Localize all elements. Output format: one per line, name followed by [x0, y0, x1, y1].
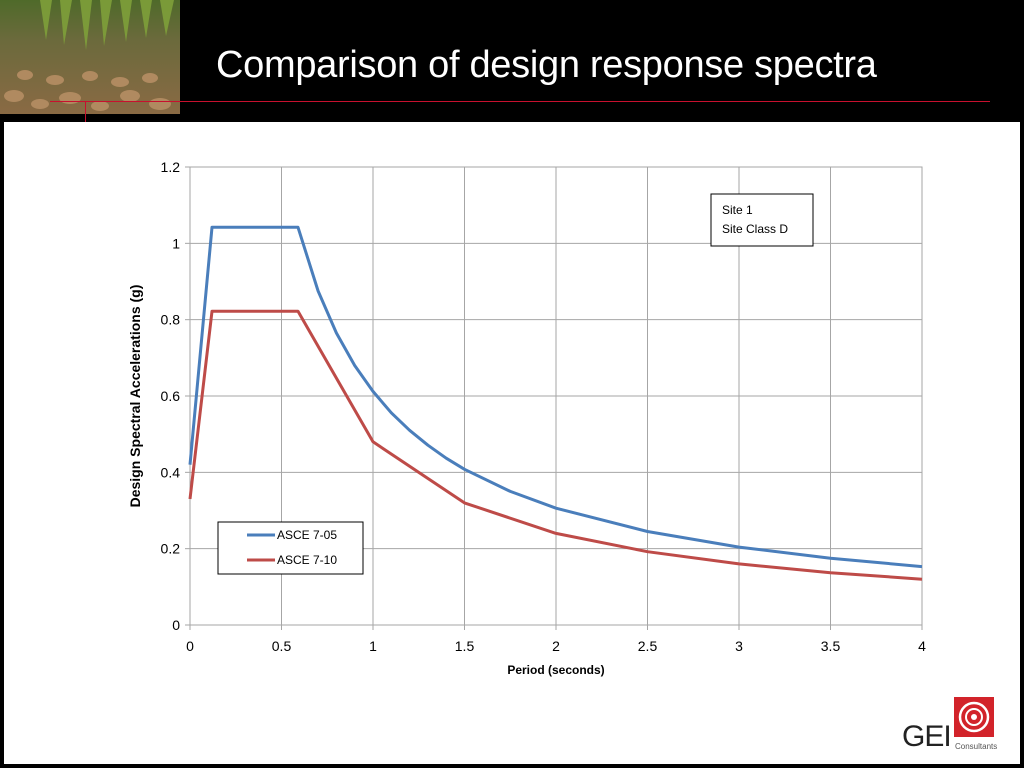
header-photo: [0, 0, 180, 114]
gei-logo-icon: [954, 697, 994, 737]
x-tick-label: 2: [552, 638, 560, 654]
logo-subtext: Consultants: [955, 742, 998, 751]
y-axis-ticks: 0 0.2 0.4 0.6 0.8 1 1.2: [161, 159, 190, 633]
x-tick-label: 2.5: [638, 638, 658, 654]
x-tick-label: 3.5: [821, 638, 841, 654]
y-axis-label: Design Spectral Accelerations (g): [127, 285, 143, 508]
site-annotation-box: Site 1 Site Class D: [710, 193, 814, 247]
y-tick-label: 0: [172, 617, 180, 633]
slide-title: Comparison of design response spectra: [216, 44, 877, 86]
y-tick-label: 0.8: [161, 312, 181, 328]
x-tick-label: 0.5: [272, 638, 292, 654]
chart-series: [188, 225, 923, 581]
x-tick-label: 0: [186, 638, 194, 654]
x-tick-label: 1: [369, 638, 377, 654]
x-axis-ticks: 0 0.5 1 1.5 2 2.5 3 3.5 4: [186, 625, 926, 654]
y-tick-label: 0.4: [161, 464, 181, 480]
series-line-asce-7-10: [188, 309, 923, 581]
x-axis-label: Period (seconds): [507, 663, 604, 677]
response-spectra-chart: 0 0.2 0.4 0.6 0.8 1 1.2 0 0.5 1 1.5 2 2.5 3 3.5 4 Desi…: [127, 159, 926, 677]
x-tick-label: 1.5: [455, 638, 475, 654]
chart-legend: ASCE 7-05 ASCE 7-10: [217, 521, 364, 575]
y-tick-label: 0.6: [161, 388, 181, 404]
y-tick-label: 1.2: [161, 159, 181, 175]
legend-label-asce-7-05: ASCE 7-05: [277, 528, 337, 542]
legend-label-asce-7-10: ASCE 7-10: [277, 553, 337, 567]
annotation-site: Site 1: [722, 203, 753, 217]
logo-text: GEI: [902, 720, 952, 753]
annotation-site-class: Site Class D: [722, 222, 788, 236]
x-tick-label: 4: [918, 638, 926, 654]
y-tick-label: 0.2: [161, 541, 181, 557]
y-tick-label: 1: [172, 235, 180, 251]
content-area: 0 0.2 0.4 0.6 0.8 1 1.2 0 0.5 1 1.5 2 2.5 3 3.5 4 Desi…: [4, 122, 1020, 764]
x-tick-label: 3: [735, 638, 743, 654]
series-line-asce-7-05: [188, 225, 923, 569]
title-underline: [50, 101, 990, 102]
